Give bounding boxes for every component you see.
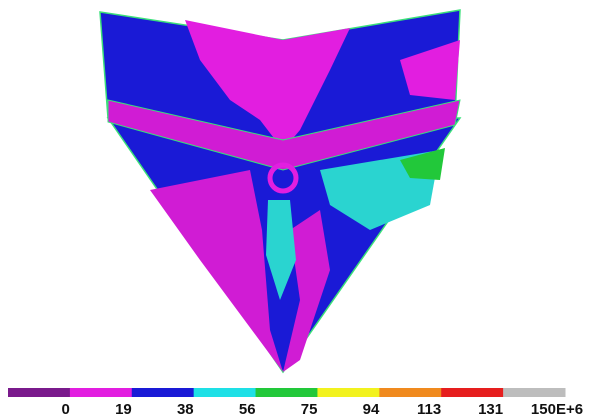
legend-label: 19 [115, 401, 132, 418]
legend-swatch [8, 388, 70, 397]
legend-label: 75 [301, 401, 318, 418]
legend-swatch [441, 388, 503, 397]
legend-swatch [317, 388, 379, 397]
legend-swatch [70, 388, 132, 397]
fea-view: 0 19 38 56 75 94 113 131 150E+6 [0, 0, 613, 419]
legend-label: 38 [177, 401, 194, 418]
legend-label: 113 [417, 401, 441, 418]
color-legend: 0 19 38 56 75 94 113 131 150E+6 [8, 388, 583, 418]
legend-label: 150E+6 [531, 401, 583, 418]
legend-label: 0 [62, 401, 70, 418]
legend-label: 56 [239, 401, 256, 418]
legend-swatch [132, 388, 194, 397]
legend-swatch [503, 388, 565, 397]
legend-label: 94 [363, 401, 380, 418]
legend-label: 131 [478, 401, 503, 418]
legend-swatch [379, 388, 441, 397]
legend-swatch [194, 388, 256, 397]
hull-model [100, 10, 460, 372]
legend-swatch [256, 388, 318, 397]
